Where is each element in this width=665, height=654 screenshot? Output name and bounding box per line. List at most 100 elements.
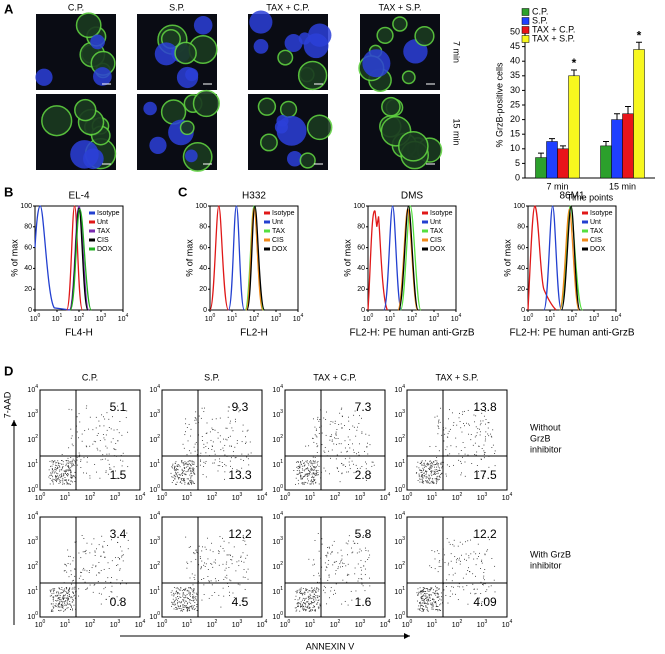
event-dot xyxy=(482,420,484,422)
event-dot xyxy=(193,472,195,473)
tick-exponent: 3 xyxy=(157,536,160,542)
event-dot xyxy=(341,415,343,417)
event-dot xyxy=(211,427,213,429)
event-dot xyxy=(127,539,129,541)
event-dot xyxy=(420,478,422,480)
event-dot xyxy=(432,598,434,600)
event-dot xyxy=(67,465,69,467)
event-dot xyxy=(190,480,192,482)
event-dot xyxy=(317,461,319,462)
event-dot xyxy=(331,439,333,441)
event-dot xyxy=(433,600,435,602)
event-dot xyxy=(349,439,351,441)
event-dot xyxy=(335,434,337,436)
event-dot xyxy=(245,544,247,546)
event-dot xyxy=(127,431,129,433)
event-dot xyxy=(242,552,244,554)
event-dot xyxy=(418,605,420,607)
cell xyxy=(381,96,401,117)
tick-base: 10 xyxy=(207,622,215,629)
event-dot xyxy=(478,556,479,557)
event-dot xyxy=(64,476,66,478)
event-dot xyxy=(67,603,69,605)
event-dot xyxy=(70,605,72,607)
event-dot xyxy=(305,609,307,611)
event-dot xyxy=(186,609,188,611)
event-dot xyxy=(483,475,485,477)
tick-base: 10 xyxy=(85,622,93,629)
event-dot xyxy=(175,469,177,471)
x-tick-label: 103 xyxy=(477,619,488,629)
tick-base: 10 xyxy=(149,514,157,521)
event-dot xyxy=(491,447,493,449)
event-dot xyxy=(429,595,431,597)
event-dot xyxy=(427,464,429,466)
event-dot xyxy=(470,539,471,541)
event-dot xyxy=(182,462,184,464)
x-tick-label: 100 xyxy=(280,619,291,629)
event-dot xyxy=(328,559,330,561)
tick-base: 10 xyxy=(182,622,190,629)
event-dot xyxy=(366,534,368,536)
event-dot xyxy=(428,590,430,592)
event-dot xyxy=(488,586,490,588)
event-dot xyxy=(81,440,83,442)
event-dot xyxy=(340,443,342,445)
event-dot xyxy=(185,473,187,475)
event-dot xyxy=(112,438,114,440)
x-tick-label: 100 xyxy=(157,492,168,502)
event-dot xyxy=(186,590,188,592)
event-dot xyxy=(68,470,70,472)
event-dot xyxy=(61,475,63,477)
event-dot xyxy=(367,453,369,455)
event-dot xyxy=(72,587,74,589)
event-dot xyxy=(335,560,337,562)
event-dot xyxy=(206,432,208,434)
event-dot xyxy=(51,609,53,611)
event-dot xyxy=(227,410,229,412)
event-dot xyxy=(49,589,51,591)
event-dot xyxy=(67,470,69,472)
event-dot xyxy=(309,604,310,606)
event-dot xyxy=(91,567,93,569)
event-dot xyxy=(328,547,330,549)
event-dot xyxy=(187,607,189,609)
event-dot xyxy=(445,473,447,475)
event-dot xyxy=(93,440,95,442)
y-tick-label: 102 xyxy=(149,434,160,444)
event-dot xyxy=(455,446,457,448)
event-dot xyxy=(68,590,70,592)
event-dot xyxy=(473,588,475,590)
event-dot xyxy=(436,479,438,481)
event-dot xyxy=(214,459,216,461)
event-dot xyxy=(316,436,318,438)
event-dot xyxy=(107,545,108,546)
event-dot xyxy=(438,463,440,465)
event-dot xyxy=(76,416,78,418)
event-dot xyxy=(422,475,424,477)
tick-exponent: 1 xyxy=(553,313,556,319)
tick-exponent: 0 xyxy=(43,619,46,625)
x-axis-label: FL2-H: PE human anti-GrzB xyxy=(509,328,634,339)
event-dot xyxy=(97,432,99,434)
event-dot xyxy=(207,569,209,570)
event-dot xyxy=(211,542,213,544)
event-dot xyxy=(426,599,428,601)
event-dot xyxy=(425,606,427,608)
event-dot xyxy=(355,464,357,466)
tick-exponent: 4 xyxy=(510,619,513,625)
event-dot xyxy=(431,463,433,465)
y-tick-label: 100 xyxy=(149,484,160,494)
event-dot xyxy=(59,482,61,484)
event-dot xyxy=(191,483,192,485)
event-dot xyxy=(49,595,51,597)
event-dot xyxy=(173,592,174,594)
event-dot xyxy=(468,423,469,425)
event-dot xyxy=(295,483,296,485)
event-dot xyxy=(67,597,69,599)
event-dot xyxy=(419,601,421,603)
y-tick-label: 102 xyxy=(149,561,160,571)
event-dot xyxy=(311,475,313,477)
tick-exponent: 3 xyxy=(279,313,282,319)
event-dot xyxy=(440,463,442,465)
